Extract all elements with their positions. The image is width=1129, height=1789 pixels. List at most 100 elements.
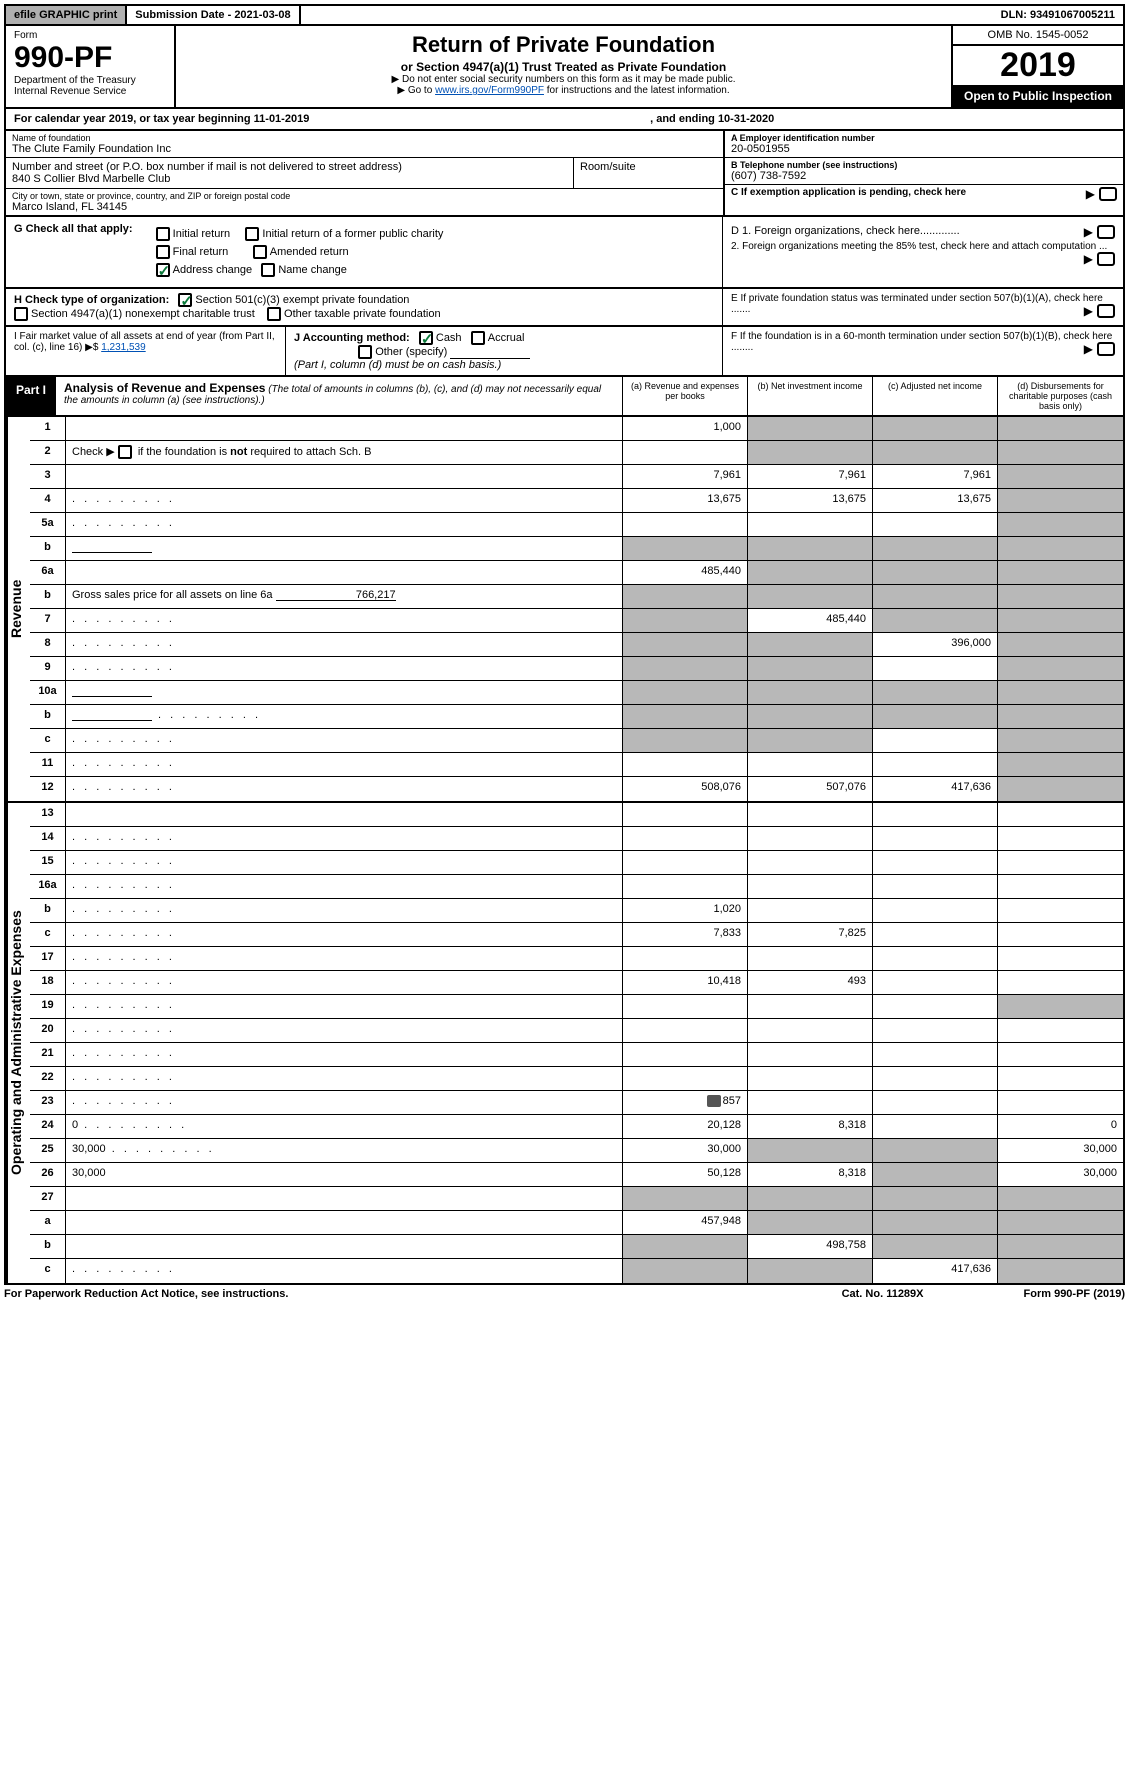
cell-col-a: 10,418 bbox=[623, 971, 748, 994]
line-number: 5a bbox=[30, 513, 66, 536]
cell-col-d bbox=[998, 633, 1123, 656]
cash-checkbox[interactable] bbox=[419, 331, 433, 345]
table-row: 27 bbox=[30, 1187, 1123, 1211]
section-g-d: G Check all that apply: Initial return I… bbox=[4, 217, 1125, 289]
line-number: 18 bbox=[30, 971, 66, 994]
cell-col-b bbox=[748, 899, 873, 922]
cell-col-c bbox=[873, 923, 998, 946]
attachment-icon[interactable] bbox=[707, 1095, 721, 1107]
cell-col-a: 7,961 bbox=[623, 465, 748, 488]
name-change-checkbox[interactable] bbox=[261, 263, 275, 277]
cell-col-b bbox=[748, 875, 873, 898]
section-h-e: H Check type of organization: Section 50… bbox=[4, 289, 1125, 327]
line-description bbox=[66, 633, 623, 656]
accrual-checkbox[interactable] bbox=[471, 331, 485, 345]
name-label: Name of foundation bbox=[12, 133, 717, 143]
line-description bbox=[66, 1019, 623, 1042]
irs-link[interactable]: www.irs.gov/Form990PF bbox=[435, 85, 544, 96]
table-row: 10a bbox=[30, 681, 1123, 705]
cell-col-d bbox=[998, 1019, 1123, 1042]
d1-checkbox[interactable] bbox=[1097, 225, 1115, 239]
cell-col-c bbox=[873, 513, 998, 536]
cell-col-d bbox=[998, 489, 1123, 512]
cell-col-b: 7,961 bbox=[748, 465, 873, 488]
line-description bbox=[66, 537, 623, 560]
cell-col-a bbox=[623, 513, 748, 536]
cell-col-d bbox=[998, 899, 1123, 922]
line-description bbox=[66, 465, 623, 488]
cell-col-c bbox=[873, 1043, 998, 1066]
cell-col-a bbox=[623, 681, 748, 704]
cell-col-d bbox=[998, 995, 1123, 1018]
cell-col-d bbox=[998, 1043, 1123, 1066]
exemption-checkbox[interactable] bbox=[1099, 187, 1117, 201]
line-number: b bbox=[30, 1235, 66, 1258]
table-row: 21 bbox=[30, 1043, 1123, 1067]
line-number: 25 bbox=[30, 1139, 66, 1162]
fmv-value[interactable]: 1,231,539 bbox=[101, 342, 146, 353]
cell-col-d bbox=[998, 1235, 1123, 1258]
cell-col-b bbox=[748, 995, 873, 1018]
cell-col-b bbox=[748, 851, 873, 874]
cell-col-c bbox=[873, 753, 998, 776]
cell-col-a bbox=[623, 657, 748, 680]
section-i-j-f: I Fair market value of all assets at end… bbox=[4, 327, 1125, 377]
line-description bbox=[66, 851, 623, 874]
cell-col-c bbox=[873, 681, 998, 704]
city-value: Marco Island, FL 34145 bbox=[12, 201, 717, 213]
cell-col-b bbox=[748, 803, 873, 826]
cell-col-c bbox=[873, 947, 998, 970]
cell-col-a bbox=[623, 875, 748, 898]
cell-col-c bbox=[873, 1115, 998, 1138]
line-description bbox=[66, 1067, 623, 1090]
line-number: 12 bbox=[30, 777, 66, 801]
amended-checkbox[interactable] bbox=[253, 245, 267, 259]
cell-col-b bbox=[748, 1259, 873, 1283]
line-number: c bbox=[30, 1259, 66, 1283]
f-checkbox[interactable] bbox=[1097, 342, 1115, 356]
cell-col-b bbox=[748, 441, 873, 464]
schb-checkbox[interactable] bbox=[118, 445, 132, 459]
cell-col-b bbox=[748, 1187, 873, 1210]
table-row: c7,8337,825 bbox=[30, 923, 1123, 947]
e-label: E If private foundation status was termi… bbox=[731, 293, 1103, 315]
other-method-checkbox[interactable] bbox=[358, 345, 372, 359]
cell-col-b: 493 bbox=[748, 971, 873, 994]
cash-label: Cash bbox=[436, 332, 462, 344]
e-checkbox[interactable] bbox=[1097, 304, 1115, 318]
d2-checkbox[interactable] bbox=[1097, 252, 1115, 266]
other-taxable-checkbox[interactable] bbox=[267, 307, 281, 321]
cell-col-c bbox=[873, 729, 998, 752]
final-return-checkbox[interactable] bbox=[156, 245, 170, 259]
cell-col-c bbox=[873, 827, 998, 850]
identification-block: Name of foundation The Clute Family Foun… bbox=[4, 131, 1125, 217]
line-description bbox=[66, 729, 623, 752]
line-number: 7 bbox=[30, 609, 66, 632]
cell-col-c bbox=[873, 705, 998, 728]
submission-date: Submission Date - 2021-03-08 bbox=[127, 6, 300, 24]
cell-col-c bbox=[873, 851, 998, 874]
form-word: Form bbox=[14, 30, 166, 41]
501c3-checkbox[interactable] bbox=[178, 293, 192, 307]
cell-col-b bbox=[748, 827, 873, 850]
efile-print-button[interactable]: efile GRAPHIC print bbox=[6, 6, 127, 24]
cell-col-d bbox=[998, 705, 1123, 728]
table-row: 37,9617,9617,961 bbox=[30, 465, 1123, 489]
cell-col-a: 13,675 bbox=[623, 489, 748, 512]
line-number: 24 bbox=[30, 1115, 66, 1138]
calyear-end: , and ending 10-31-2020 bbox=[650, 113, 774, 125]
table-row: b bbox=[30, 705, 1123, 729]
initial-return-checkbox[interactable] bbox=[156, 227, 170, 241]
address-change-checkbox[interactable] bbox=[156, 263, 170, 277]
cell-col-a bbox=[623, 1019, 748, 1042]
line-number: 2 bbox=[30, 441, 66, 464]
cell-col-c: 7,961 bbox=[873, 465, 998, 488]
cell-col-d bbox=[998, 875, 1123, 898]
initial-former-checkbox[interactable] bbox=[245, 227, 259, 241]
line-number: 10a bbox=[30, 681, 66, 704]
line-number: c bbox=[30, 729, 66, 752]
top-bar: efile GRAPHIC print Submission Date - 20… bbox=[4, 4, 1125, 26]
table-row: 23857 bbox=[30, 1091, 1123, 1115]
col-c-header: (c) Adjusted net income bbox=[873, 377, 998, 415]
4947-checkbox[interactable] bbox=[14, 307, 28, 321]
